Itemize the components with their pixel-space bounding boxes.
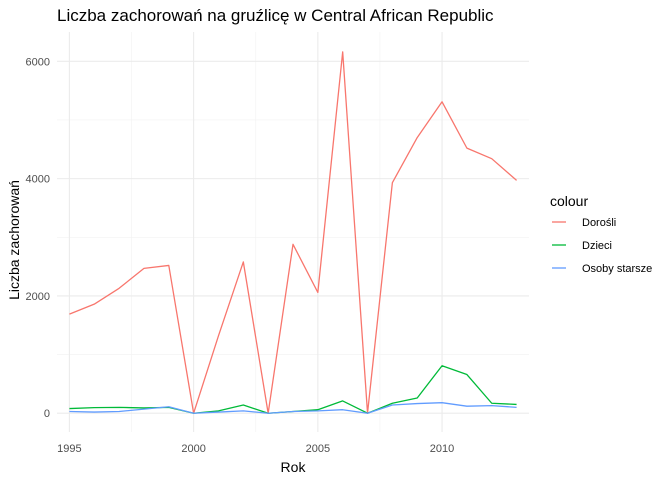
series-line-3	[69, 402, 517, 414]
chart-title: Liczba zachorowań na gruźlicę w Central …	[57, 6, 494, 25]
legend-title: colour	[550, 193, 588, 209]
x-tick-label: 1995	[57, 443, 81, 455]
y-tick-label: 4000	[26, 174, 50, 186]
y-axis-ticks: 0 2000 4000 6000	[26, 56, 50, 420]
x-axis-ticks: 1995 2000 2005 2010	[57, 443, 454, 455]
y-tick-label: 6000	[26, 56, 50, 68]
x-tick-label: 2005	[306, 443, 330, 455]
series-line-2	[69, 365, 517, 414]
series-line-1	[69, 51, 518, 414]
x-axis-title: Rok	[281, 459, 307, 475]
y-tick-label: 2000	[26, 291, 50, 303]
legend-label-2: Dzieci	[582, 240, 612, 252]
minor-gridlines	[57, 32, 529, 432]
x-tick-label: 2010	[430, 443, 454, 455]
legend-label-3: Osoby starsze	[582, 263, 652, 275]
y-tick-label: 0	[44, 408, 50, 420]
legend-label-1: Dorośli	[582, 217, 616, 229]
y-axis-title: Liczba zachorowań	[6, 180, 22, 300]
series-lines	[69, 51, 518, 414]
legend: colour Dorośli Dzieci Osoby starsze	[550, 193, 652, 275]
x-tick-label: 2000	[181, 443, 205, 455]
